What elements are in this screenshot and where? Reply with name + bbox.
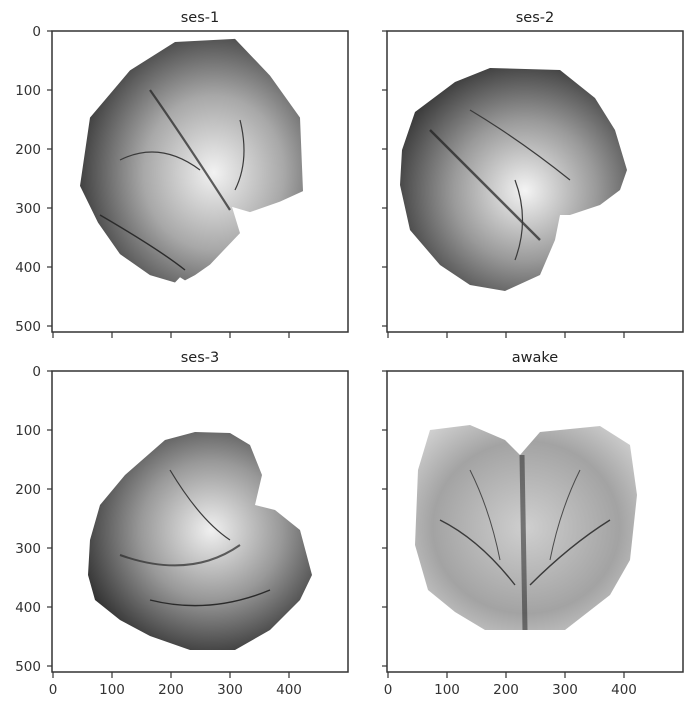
y-tick-label: 100 xyxy=(15,423,41,439)
x-tick-label: 300 xyxy=(552,682,578,698)
panel-ses-2: ses-2 xyxy=(386,10,684,333)
y-tick-label: 400 xyxy=(15,260,41,276)
panel-title: ses-1 xyxy=(181,10,220,26)
panel-title: awake xyxy=(512,350,559,366)
brain-image xyxy=(88,432,312,650)
y-tick-label: 0 xyxy=(32,24,41,40)
axes-frame xyxy=(386,30,684,333)
panel-ses-1: ses-1 xyxy=(51,10,349,333)
x-tick-label: 400 xyxy=(276,682,302,698)
y-tick-label: 300 xyxy=(15,201,41,217)
y-tick-label: 300 xyxy=(15,541,41,557)
brain-image xyxy=(415,425,637,631)
y-tick-label: 200 xyxy=(15,482,41,498)
x-tick-label: 100 xyxy=(434,682,460,698)
y-tick-label: 100 xyxy=(15,83,41,99)
y-tick-label: 400 xyxy=(15,600,41,616)
y-tick-label: 0 xyxy=(32,364,41,380)
axes-frame xyxy=(386,370,684,673)
y-tick-label: 500 xyxy=(15,659,41,675)
panel-awake: awake xyxy=(386,350,684,673)
y-axis-panel-3: 0 100 200 300 400 500 xyxy=(15,364,52,675)
brain-image xyxy=(80,38,303,283)
x-tick-label: 300 xyxy=(217,682,243,698)
axes-frame xyxy=(51,30,349,333)
x-tick-label: 200 xyxy=(493,682,519,698)
panel-title: ses-2 xyxy=(516,10,555,26)
x-axis-panel-3: 0 100 200 300 400 xyxy=(49,672,302,698)
y-axis-panel-1: 0 100 200 300 400 500 xyxy=(15,24,52,335)
y-tick-label: 200 xyxy=(15,142,41,158)
x-ticks-top-row xyxy=(52,332,625,338)
panel-title: ses-3 xyxy=(181,350,220,366)
panel-ses-3: ses-3 xyxy=(51,350,349,673)
x-tick-label: 100 xyxy=(99,682,125,698)
x-tick-label: 0 xyxy=(384,682,393,698)
y-ticks-right-column xyxy=(382,30,387,667)
y-tick-label: 500 xyxy=(15,319,41,335)
x-tick-label: 400 xyxy=(611,682,637,698)
axes-frame xyxy=(51,370,349,673)
x-tick-label: 0 xyxy=(49,682,58,698)
brain-image xyxy=(400,68,627,291)
x-axis-panel-4: 0 100 200 300 400 xyxy=(384,672,637,698)
x-tick-label: 200 xyxy=(158,682,184,698)
